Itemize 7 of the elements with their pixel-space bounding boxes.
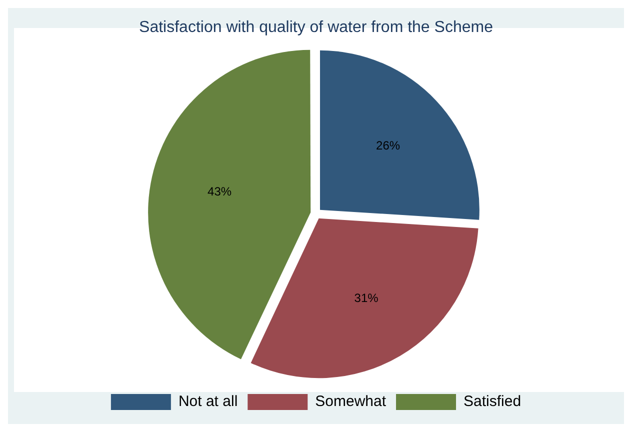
data-label: 31% bbox=[354, 290, 379, 305]
chart-title: Satisfaction with quality of water from the Scheme bbox=[139, 19, 494, 36]
data-label: 43% bbox=[208, 184, 232, 198]
data-label: 26% bbox=[376, 138, 400, 152]
legend-label: Satisfied bbox=[464, 393, 522, 410]
legend-label: Not at all bbox=[178, 393, 238, 410]
legend-label: Somewhat bbox=[315, 393, 387, 410]
